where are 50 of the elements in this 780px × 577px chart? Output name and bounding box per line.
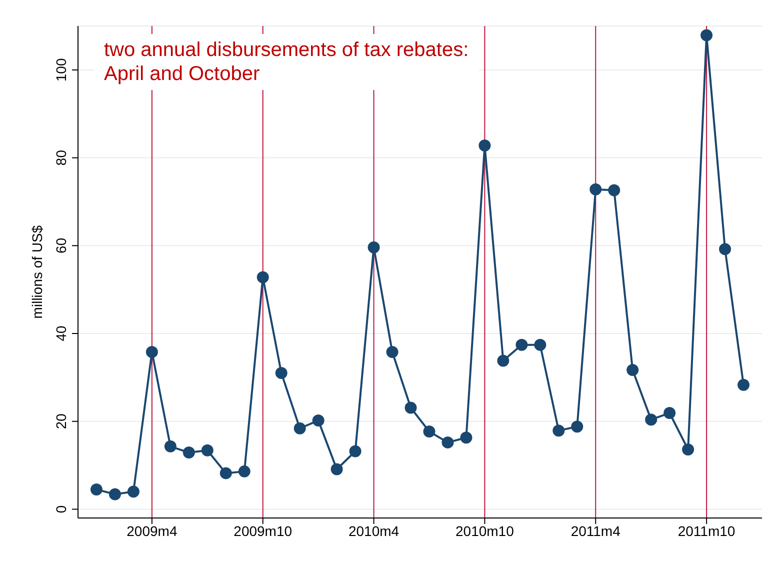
point [552,424,565,437]
y-tick-label: 100 [53,58,69,82]
point [182,446,195,459]
y-tick-label: 20 [53,413,69,430]
point [590,183,602,196]
point [164,440,176,452]
y-axis-title: millions of US$ [28,225,45,319]
point [608,184,620,196]
y-tick-label: 60 [53,238,69,254]
point [275,367,288,380]
point [442,436,454,448]
point [256,271,269,284]
x-tick-label: 2011m4 [570,522,621,539]
point [294,422,306,434]
y-tick-label: 80 [53,150,69,166]
point [626,364,639,376]
point [516,338,528,351]
x-tick-label: 2010m4 [348,522,400,539]
point [571,420,584,433]
point [497,354,510,367]
y-tick-label: 40 [53,326,69,342]
point [460,432,472,444]
point [220,467,232,480]
point [90,483,102,496]
point [201,444,214,456]
x-tick-label: 2009m4 [126,522,178,539]
x-tick-label: 2011m10 [678,522,736,539]
point [349,445,362,458]
y-tick-label: 0 [53,505,69,514]
point [719,243,732,256]
x-tick-label: 2010m10 [456,522,514,539]
x-tick-label: 2009m10 [234,522,292,539]
point [108,488,121,500]
point [478,139,491,152]
point [146,346,158,358]
point [664,407,676,420]
point [312,414,324,426]
point [386,346,398,358]
annotation: two annual disbursements of tax rebates: April and October [104,38,469,86]
point [645,414,658,426]
point [682,443,694,456]
point [330,463,343,476]
point [738,378,750,391]
point [238,465,250,478]
point [700,29,713,42]
point [404,402,417,414]
point [127,486,140,498]
point [423,425,436,438]
point [368,241,380,254]
point [534,338,546,351]
